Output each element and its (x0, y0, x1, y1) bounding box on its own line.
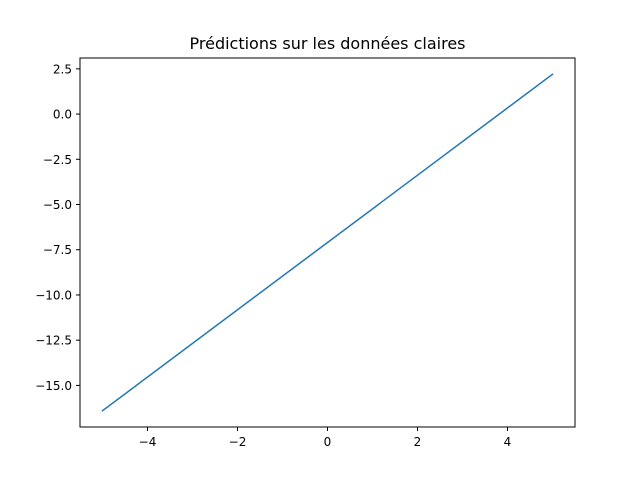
x-tick-label: 0 (324, 435, 332, 449)
y-tick-label: −2.5 (43, 153, 72, 167)
y-tick-label: −15.0 (35, 379, 72, 393)
x-tick-label: −2 (229, 435, 247, 449)
y-tick-label: −12.5 (35, 334, 72, 348)
plot-area: −4 −2 0 2 4 2.5 0.0 −2.5 −5.0 −7.5 −10.0 −12.5 −15.0 (35, 62, 554, 449)
x-tick-label: −4 (139, 435, 157, 449)
x-tick-label: 4 (504, 435, 512, 449)
y-tick-label: 2.5 (53, 62, 72, 76)
y-tick-label: −7.5 (43, 243, 72, 257)
series-line (101, 73, 554, 412)
chart-title: Prédictions sur les données claires (190, 34, 466, 53)
x-tick-label: 2 (414, 435, 422, 449)
y-tick-label: −10.0 (35, 288, 72, 302)
y-tick-label: −5.0 (43, 198, 72, 212)
plot-frame (79, 57, 576, 428)
y-tick-label: 0.0 (53, 108, 72, 122)
